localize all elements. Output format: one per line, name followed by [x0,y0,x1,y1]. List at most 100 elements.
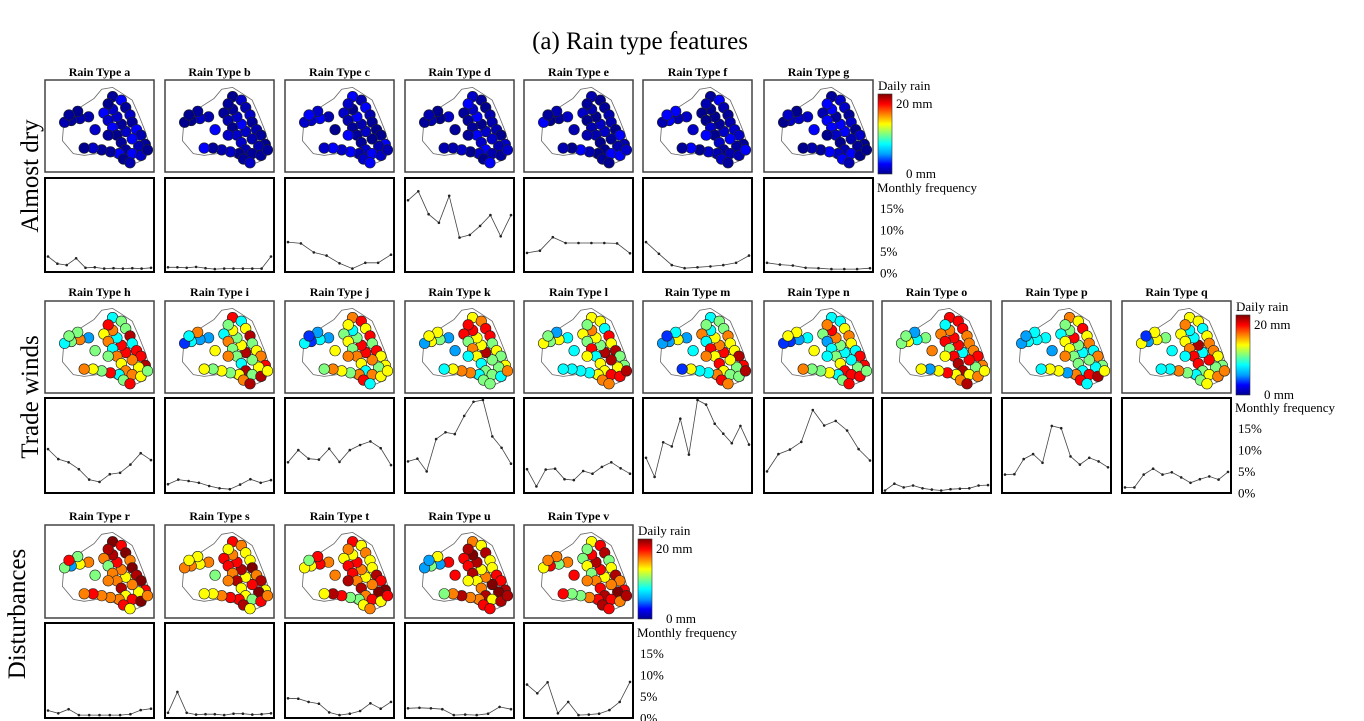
row-label: Almost dry [17,119,44,233]
frequency-point [525,683,529,686]
panel-title: Rain Type a [69,65,131,79]
station-marker [808,345,820,357]
frequency-point [297,697,300,700]
frequency-point [509,213,513,217]
frequency-point [369,702,372,705]
frequency-frame [523,397,634,494]
frequency-axis-label: Monthly frequency [1235,400,1336,415]
station-marker [1179,350,1191,362]
frequency-point [93,266,97,269]
frequency-point [747,443,751,446]
station-marker [808,124,820,136]
frequency-point [389,700,393,704]
frequency-frame [523,177,634,273]
station-marker [329,345,341,357]
frequency-point [661,441,665,444]
frequency-series-line [884,483,989,491]
frequency-point [500,446,503,450]
station-marker [603,157,615,169]
station-marker [183,109,195,121]
frequency-point [260,267,263,270]
frequency-point [986,483,990,487]
station-marker [1218,365,1231,377]
row-label: Disturbances [4,549,31,680]
station-marker [141,365,154,377]
panel-rain-type-b: Rain Type b [164,65,275,273]
frequency-point [1123,486,1127,489]
station-marker [687,345,699,357]
station-marker [845,354,857,366]
island-outline [301,531,391,612]
frequency-point [709,265,712,268]
frequency-point [778,263,782,266]
station-marker [797,363,809,375]
frequency-frame [404,177,515,273]
station-marker [542,109,554,121]
island-outline [421,531,511,612]
frequency-point [348,712,352,715]
panel-title: Rain Type s [189,509,250,523]
station-marker [342,319,354,331]
frequency-point [817,266,820,270]
station-marker [568,345,580,357]
station-marker [486,133,498,145]
frequency-point [46,447,50,451]
frequency-frame [1121,397,1232,494]
station-marker [961,378,973,390]
station-marker [438,363,450,375]
frequency-point [139,451,142,455]
station-marker [700,319,712,331]
panel-rain-type-i: Rain Type i [164,285,275,494]
frequency-point [486,712,490,715]
station-marker [581,350,593,362]
frequency-point [628,680,632,684]
station-marker [724,354,736,366]
frequency-point [577,713,580,717]
island-outline [540,307,630,387]
frequency-point [338,713,341,717]
frequency-point [564,241,567,245]
frequency-point [232,267,235,270]
colorbar-label: Daily rain [878,78,931,93]
frequency-point [822,424,826,427]
frequency-point [478,224,482,228]
station-marker [700,129,712,141]
frequency-point [834,419,837,423]
frequency-point [553,467,557,471]
panel-rain-type-l: Rain Type l [523,285,634,494]
frequency-tick-label: 10% [880,223,904,238]
station-marker [661,109,673,121]
station-marker [366,354,378,366]
station-marker [620,590,633,602]
frequency-point [1050,424,1054,428]
panel-title: Rain Type d [428,65,491,79]
frequency-point [299,242,303,245]
panel-rain-type-n: Rain Type n [763,285,874,494]
station-marker [318,142,330,154]
station-marker [63,554,75,566]
station-marker [318,363,330,375]
frequency-point [566,700,570,704]
station-marker [568,569,580,581]
frequency-point [118,471,122,475]
panel-rain-type-h: Rain Type h [44,285,155,494]
frequency-point [140,267,143,270]
panel-title: Rain Type r [69,509,131,523]
frequency-point [312,251,316,254]
station-marker [542,554,554,566]
frequency-point [406,707,410,710]
frequency-point [730,441,734,445]
frequency-point [462,414,466,418]
frequency-point [1041,461,1044,465]
frequency-point [679,417,682,421]
frequency-point [577,241,580,245]
station-marker [605,133,617,145]
frequency-point [204,712,207,716]
frequency-point [670,263,674,267]
frequency-point [425,470,429,473]
station-marker [676,363,688,375]
frequency-point [1142,473,1145,476]
station-marker [261,144,274,156]
frequency-point [619,467,622,470]
frequency-point [166,482,170,486]
